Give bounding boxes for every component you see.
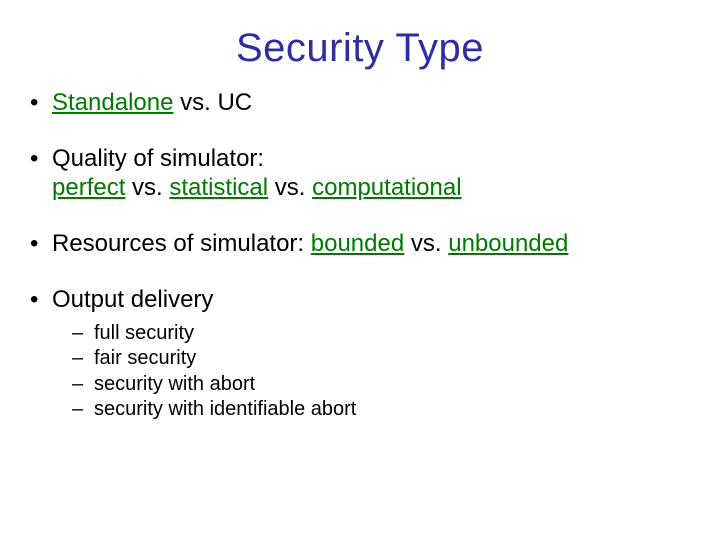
sub-bullet-item: security with abort: [72, 372, 692, 398]
plain-text: Resources of simulator:: [52, 230, 311, 257]
highlight-text: bounded: [311, 230, 404, 257]
plain-text: vs. UC: [173, 89, 252, 116]
plain-text: Quality of simulator:: [52, 145, 264, 172]
bullet-text: Standalone vs. UC: [52, 89, 252, 116]
highlight-text: computational: [312, 174, 461, 201]
slide: Security Type Standalone vs. UC Quality …: [0, 0, 720, 540]
sub-bullet-text: security with identifiable abort: [94, 398, 356, 420]
highlight-text: perfect: [52, 174, 125, 201]
sub-bullet-text: security with abort: [94, 373, 255, 395]
sub-bullet-text: full security: [94, 322, 194, 344]
bullet-text: Quality of simulator:perfect vs. statist…: [52, 145, 462, 200]
plain-text: vs.: [268, 174, 312, 201]
bullet-item: Standalone vs. UC: [28, 89, 692, 117]
plain-text: Output delivery: [52, 286, 213, 313]
plain-text: vs.: [125, 174, 169, 201]
sub-bullet-text: fair security: [94, 347, 196, 369]
bullet-item: Resources of simulator: bounded vs. unbo…: [28, 230, 692, 258]
bullet-list: Standalone vs. UC Quality of simulator:p…: [28, 89, 692, 423]
highlight-text: statistical: [169, 174, 268, 201]
sub-bullet-list: full security fair security security wit…: [52, 321, 692, 423]
sub-bullet-item: security with identifiable abort: [72, 397, 692, 423]
highlight-text: unbounded: [448, 230, 568, 257]
highlight-text: Standalone: [52, 89, 173, 116]
sub-bullet-item: fair security: [72, 346, 692, 372]
bullet-text: Output delivery: [52, 286, 213, 313]
plain-text: vs.: [404, 230, 448, 257]
bullet-text: Resources of simulator: bounded vs. unbo…: [52, 230, 568, 257]
bullet-item: Output delivery full security fair secur…: [28, 286, 692, 423]
bullet-item: Quality of simulator:perfect vs. statist…: [28, 145, 692, 202]
slide-body: Standalone vs. UC Quality of simulator:p…: [0, 81, 720, 423]
slide-title: Security Type: [0, 0, 720, 81]
sub-bullet-item: full security: [72, 321, 692, 347]
